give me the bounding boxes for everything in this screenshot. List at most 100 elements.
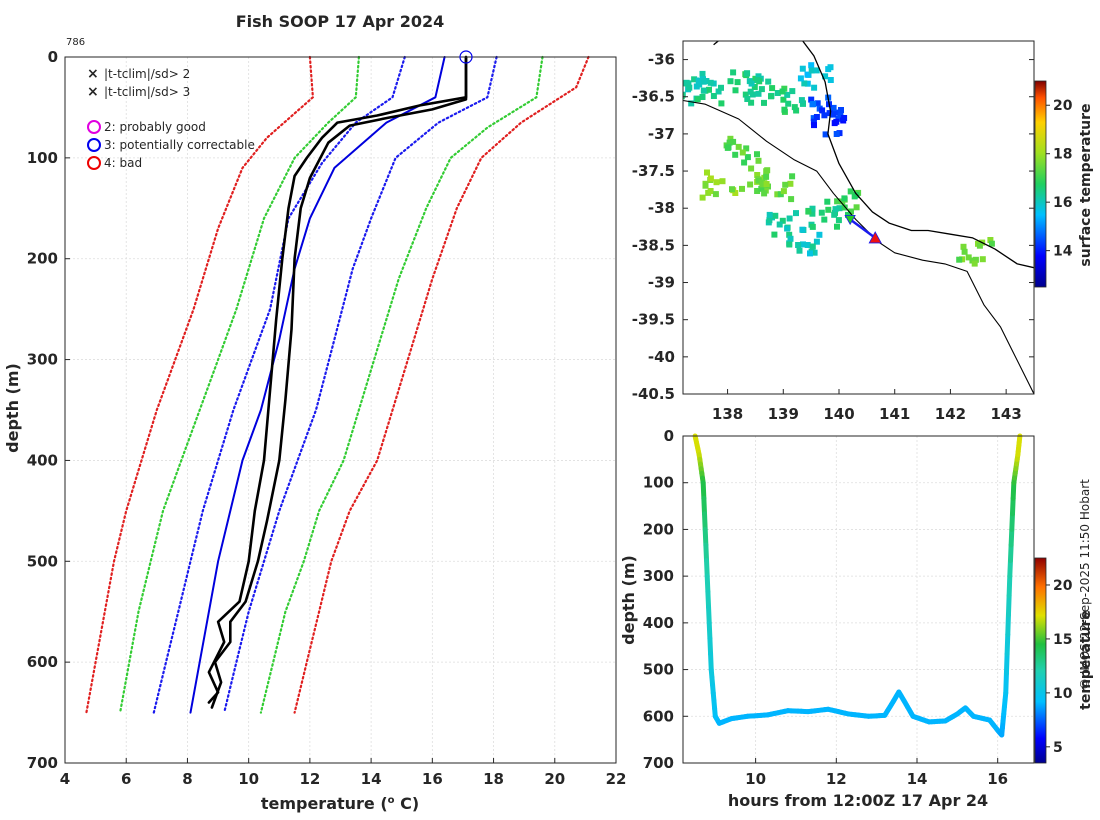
profile-series-1 [118, 55, 360, 714]
sst-pixel [789, 173, 796, 180]
map-ticks: 138 139 140 141 142 143 -36 -36.5 -37 -37.5 -38 -38… [632, 51, 1034, 423]
sst-pixel [732, 151, 739, 158]
map-plot-frame [682, 40, 1035, 395]
sst-pixel [830, 111, 837, 118]
sst-pixel [743, 145, 750, 152]
sst-pixel [787, 235, 794, 242]
sst-pixel [748, 99, 755, 106]
sst-pixel [707, 79, 714, 86]
profile-series-6 [293, 55, 590, 714]
timeseries-segment [1007, 558, 1013, 579]
sst-pixel [808, 96, 815, 103]
timeseries-segment [1006, 573, 1013, 599]
sst-pixel [956, 256, 963, 263]
shelf-contour [683, 99, 1034, 394]
profile-tick-label-x: 4 [60, 770, 70, 788]
sst-pixel [805, 208, 812, 215]
sst-pixel [845, 211, 851, 218]
sst-pixel [814, 100, 821, 107]
legend-item-probably-good: 2: probably good [87, 120, 206, 134]
timeseries-xlabel: hours from 12:00Z 17 Apr 24 [728, 791, 988, 810]
map-tick-label-x: 143 [990, 405, 1021, 423]
sst-pixel [771, 231, 778, 238]
map-tick-label-y: -39 [648, 274, 675, 292]
profile-tick-label-y: 700 [27, 754, 58, 772]
timeseries-segment [1007, 542, 1014, 564]
timeseries-colorbar-tick-label: 20 [1053, 578, 1073, 594]
profile-series-8 [210, 55, 468, 709]
sst-pixel [746, 78, 753, 85]
profile-id-label: 786 [66, 37, 85, 48]
sst-pixel [784, 225, 791, 232]
sst-pixel [774, 191, 781, 198]
timeseries-series [692, 433, 1023, 738]
timeseries-segment [707, 635, 714, 657]
sst-pixel [811, 84, 818, 91]
timeseries-tick-label-x: 10 [745, 770, 766, 788]
sst-pixel [683, 79, 690, 86]
profile-tick-label-y: 300 [27, 351, 58, 369]
legend-label-sd3: |t-tclim|/sd> 3 [104, 85, 190, 99]
sst-pixel [837, 112, 844, 118]
timeseries-ticks: 10 12 14 16 0 100 200 300 400 500 600 700 [643, 427, 1008, 788]
map-tick-label-x: 142 [935, 405, 966, 423]
timeseries-colorbar-label: temperature [1078, 610, 1094, 710]
sst-pixel [965, 254, 972, 261]
sst-pixel [813, 114, 820, 120]
sst-pixel [768, 93, 774, 100]
sst-pixel [718, 100, 725, 107]
timeseries-segment [704, 573, 711, 595]
map-tick-label-x: 139 [768, 405, 799, 423]
timeseries-tick-label-x: 12 [826, 770, 847, 788]
sst-pixel [699, 94, 706, 100]
sst-pixel [808, 62, 815, 69]
sst-pixel [747, 88, 754, 95]
profile-series-4 [223, 55, 498, 714]
profile-tick-label-x: 16 [422, 770, 443, 788]
sst-pixel [758, 185, 765, 192]
sst-pixel [699, 70, 706, 77]
sst-pixel [729, 186, 735, 193]
map-colorbar-label: surface temperature [1078, 103, 1094, 266]
sst-pixel [804, 71, 811, 78]
sst-pixel [744, 154, 751, 161]
profile-tick-label-x: 20 [544, 770, 565, 788]
sst-pixel [800, 100, 806, 107]
sst-pixel [827, 77, 834, 83]
sst-pixel [971, 260, 978, 267]
timeseries-segment [700, 480, 707, 501]
sst-pixel [743, 70, 750, 77]
sst-pixel [700, 78, 707, 85]
sst-pixel [766, 217, 773, 224]
legend-item-correctable: 3: potentially correctable [87, 138, 255, 152]
sst-pixel [822, 73, 829, 80]
sst-pixel [808, 67, 815, 74]
sst-pixel [809, 243, 816, 250]
sst-pixel [739, 149, 746, 156]
timeseries-segment [1008, 526, 1015, 548]
timeseries-tick-label-y: 400 [643, 614, 674, 632]
sst-pixel [712, 191, 719, 198]
legend-label-bad: 4: bad [104, 156, 142, 170]
profile-xlabel: temperature (o C) [261, 794, 419, 813]
sst-pixel [758, 86, 765, 93]
timeseries-segment [702, 511, 708, 532]
map-layer [683, 41, 1034, 394]
sst-pixel [700, 87, 707, 94]
sst-pixel [972, 256, 979, 263]
profile-tick-label-x: 6 [121, 770, 131, 788]
sst-pixel [739, 185, 745, 192]
sst-pixel [988, 240, 995, 247]
sst-pixel [774, 90, 781, 96]
sst-pixel [836, 205, 843, 212]
sst-pixel [741, 159, 748, 166]
map-colorbar-tick-label: 18 [1053, 147, 1072, 163]
map-tick-label-y: -36.5 [632, 88, 675, 106]
profile-tick-label-x: 12 [299, 770, 320, 788]
sst-pixel [781, 106, 788, 113]
sst-pixel [960, 243, 967, 250]
map-colorbar-tick-label: 20 [1053, 98, 1073, 114]
timeseries-tick-label-x: 14 [907, 770, 928, 788]
sst-pixel [688, 100, 695, 107]
